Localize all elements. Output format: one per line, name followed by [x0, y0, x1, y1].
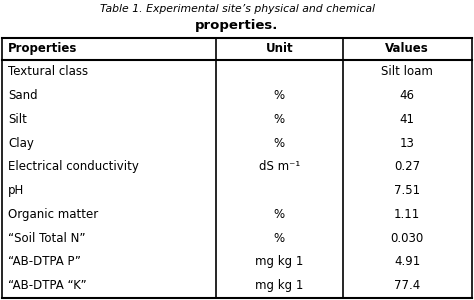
Text: Unit: Unit [265, 42, 293, 55]
Text: 41: 41 [400, 113, 415, 126]
Text: Table 1. Experimental site’s physical and chemical: Table 1. Experimental site’s physical an… [100, 4, 374, 14]
Text: 46: 46 [400, 89, 415, 102]
Text: 13: 13 [400, 137, 415, 150]
Text: 0.27: 0.27 [394, 160, 420, 173]
Text: Electrical conductivity: Electrical conductivity [8, 160, 139, 173]
Text: “AB-DTPA P”: “AB-DTPA P” [8, 256, 81, 268]
Text: %: % [273, 89, 285, 102]
Text: Sand: Sand [8, 89, 37, 102]
Text: 4.91: 4.91 [394, 256, 420, 268]
Text: Organic matter: Organic matter [8, 208, 98, 221]
Text: %: % [273, 208, 285, 221]
Text: 1.11: 1.11 [394, 208, 420, 221]
Text: Properties: Properties [8, 42, 77, 55]
Text: “Soil Total N”: “Soil Total N” [8, 232, 86, 245]
Text: Values: Values [385, 42, 429, 55]
Text: Silt: Silt [8, 113, 27, 126]
Text: %: % [273, 113, 285, 126]
Text: %: % [273, 232, 285, 245]
Text: properties.: properties. [195, 20, 279, 32]
Text: dS m⁻¹: dS m⁻¹ [259, 160, 300, 173]
Text: 0.030: 0.030 [391, 232, 424, 245]
Text: mg kg 1: mg kg 1 [255, 279, 303, 292]
Text: Clay: Clay [8, 137, 34, 150]
Text: Textural class: Textural class [8, 65, 88, 78]
Text: %: % [273, 137, 285, 150]
Text: mg kg 1: mg kg 1 [255, 256, 303, 268]
Text: Silt loam: Silt loam [381, 65, 433, 78]
Text: 77.4: 77.4 [394, 279, 420, 292]
Text: “AB-DTPA “K”: “AB-DTPA “K” [8, 279, 87, 292]
Text: 7.51: 7.51 [394, 184, 420, 197]
Text: pH: pH [8, 184, 24, 197]
